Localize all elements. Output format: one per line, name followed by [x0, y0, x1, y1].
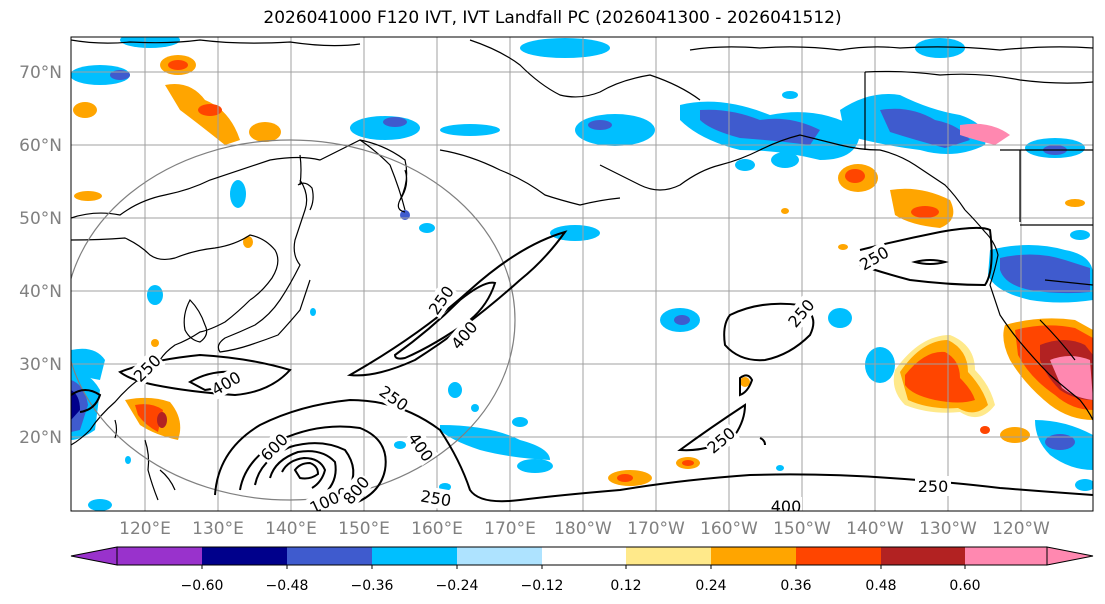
colorbar-segment — [287, 547, 372, 565]
colorbar-tick-label: 0.24 — [695, 578, 726, 594]
colorbar-tick-label: 0.60 — [949, 578, 980, 594]
colorbar-tick-label: −0.36 — [351, 578, 394, 594]
map-title: 2026041000 F120 IVT, IVT Landfall PC (20… — [263, 8, 842, 28]
colorbar-segment — [372, 547, 457, 565]
lon-label: 170°W — [627, 519, 685, 539]
colorbar-segment — [117, 547, 202, 565]
lat-label: 70°N — [19, 63, 62, 83]
lon-label: 130°W — [919, 519, 977, 539]
colorbar-tick-label: −0.60 — [181, 578, 224, 594]
lat-label: 30°N — [19, 355, 62, 375]
longitude-labels: 120°E 130°E 140°E 150°E 160°E 170°E 180°… — [119, 519, 1050, 539]
lat-label: 60°N — [19, 136, 62, 156]
colorbar-segment — [626, 547, 711, 565]
contour-label: 400 — [771, 497, 802, 516]
lon-label: 150°W — [773, 519, 831, 539]
colorbar-segment — [457, 547, 542, 565]
lat-label: 50°N — [19, 209, 62, 229]
colorbar-segment — [202, 547, 287, 565]
colorbar-segment — [881, 547, 965, 565]
lon-label: 170°E — [484, 519, 536, 539]
colorbar-extend-max — [1046, 546, 1094, 566]
lon-label: 140°E — [265, 519, 317, 539]
colorbar: −0.60 −0.48 −0.36 −0.24 −0.12 0.12 0.24 … — [70, 546, 1094, 594]
colorbar-tick-label: 0.36 — [780, 578, 811, 594]
lon-label: 120°E — [119, 519, 171, 539]
landfall-region-circle — [71, 139, 516, 501]
colorbar-segment — [965, 547, 1047, 565]
colorbar-ticks — [201, 565, 966, 569]
colorbar-tick-label: −0.24 — [436, 578, 479, 594]
colorbar-segment — [711, 547, 796, 565]
colorbar-extend-min — [70, 546, 118, 566]
lon-label: 140°W — [846, 519, 904, 539]
lat-label: 20°N — [19, 428, 62, 448]
lon-label: 150°E — [338, 519, 390, 539]
lon-label: 180°W — [554, 519, 612, 539]
colorbar-tick-label: 0.48 — [865, 578, 896, 594]
lat-label: 40°N — [19, 282, 62, 302]
colorbar-tick-label: −0.48 — [266, 578, 309, 594]
lon-label: 130°E — [192, 519, 244, 539]
graticule — [71, 37, 1093, 511]
contour-label: 250 — [918, 477, 949, 496]
map-panel: 250 400 250 400 250 400 600 1000 800 250… — [71, 37, 1093, 516]
colorbar-segment — [796, 547, 881, 565]
colorbar-tick-label: 0.12 — [610, 578, 641, 594]
map-frame — [70, 36, 1094, 512]
lon-label: 160°W — [700, 519, 758, 539]
lon-label: 160°E — [411, 519, 463, 539]
colorbar-segment — [542, 547, 626, 565]
latitude-labels: 70°N 60°N 50°N 40°N 30°N 20°N — [19, 63, 62, 448]
colorbar-tick-label: −0.12 — [521, 578, 564, 594]
lon-label: 120°W — [992, 519, 1050, 539]
